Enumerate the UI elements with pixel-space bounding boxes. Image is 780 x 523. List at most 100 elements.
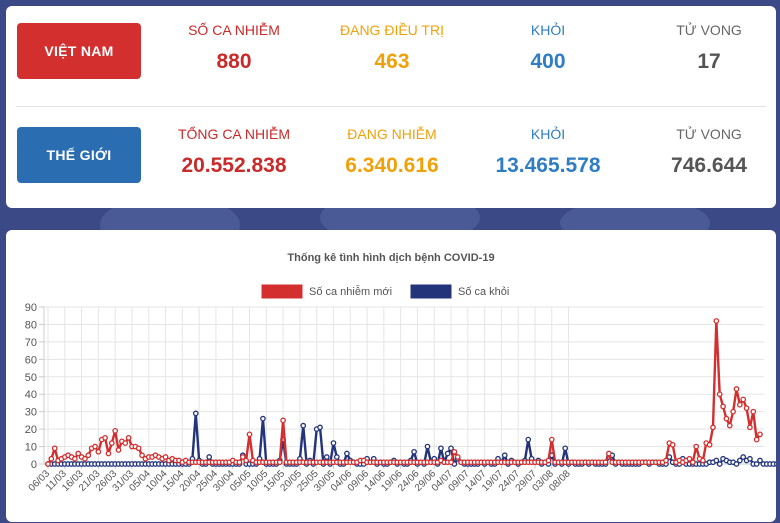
data-point: [72, 455, 78, 462]
data-point: [82, 455, 88, 462]
data-point: [747, 455, 753, 462]
data-point: [686, 455, 693, 462]
data-point: [236, 459, 243, 466]
data-point: [750, 408, 757, 415]
data-point: [706, 441, 713, 448]
world-recovered-stat: KHỎI 13.465.578: [473, 126, 623, 178]
chart-series: [45, 318, 780, 467]
data-point: [276, 459, 283, 466]
data-point: [192, 410, 199, 417]
data-point: [689, 459, 696, 466]
world-badge[interactable]: THẾ GIỚI: [17, 127, 141, 183]
data-point: [723, 415, 730, 422]
data-point: [454, 454, 461, 460]
data-point: [139, 452, 145, 459]
data-point: [740, 454, 747, 460]
data-point: [243, 457, 249, 464]
stats-divider: [16, 106, 766, 107]
stat-value: 463: [374, 50, 410, 73]
vietnam-row: VIỆT NAM SỐ CA NHIỄM 880 ĐANG ĐIỀU TRỊ 4…: [6, 6, 776, 102]
y-tick-label: 80: [25, 319, 37, 331]
y-tick-label: 90: [25, 302, 37, 314]
x-axis: 06/0311/0316/0321/0326/0331/0305/0410/04…: [27, 463, 764, 494]
data-point: [757, 457, 763, 464]
data-point: [720, 403, 726, 410]
data-point: [501, 452, 508, 459]
data-point: [716, 391, 723, 398]
data-point: [548, 436, 555, 443]
data-point: [448, 459, 454, 466]
data-point: [451, 448, 458, 455]
data-point: [122, 440, 129, 446]
data-point: [693, 443, 700, 450]
data-point: [51, 445, 58, 452]
data-point: [730, 408, 736, 415]
data-point: [733, 461, 740, 467]
stat-label: TỔNG CA NHIỄM: [177, 126, 290, 142]
data-point: [713, 457, 720, 464]
data-point: [85, 452, 92, 459]
data-point: [525, 436, 532, 443]
data-point: [444, 450, 451, 457]
y-tick-label: 20: [25, 424, 37, 436]
stat-value: 746.644: [671, 154, 747, 177]
data-point: [753, 436, 760, 443]
data-point: [700, 457, 706, 464]
y-tick-label: 30: [25, 407, 37, 419]
data-point: [115, 447, 122, 453]
vietnam-cases-stat: SỐ CA NHIỄM 880: [159, 22, 309, 74]
stat-value: 20.552.838: [181, 154, 287, 177]
stat-label: KHỎI: [530, 126, 566, 142]
chart-card: Thống kê tình hình dịch bệnh COVID-19 Số…: [6, 230, 780, 522]
series-line-new-cases: [46, 319, 762, 465]
stat-label: TỬ VONG: [676, 126, 742, 142]
chart-legend: Số ca nhiễm mới Số ca khỏi: [261, 284, 509, 299]
y-tick-label: 70: [25, 337, 37, 349]
data-point: [125, 434, 132, 441]
data-point: [669, 441, 676, 448]
y-tick-label: 10: [25, 442, 37, 454]
data-point: [48, 455, 55, 462]
data-point: [333, 454, 340, 460]
data-point: [424, 443, 431, 450]
data-point: [602, 459, 609, 466]
data-point: [747, 424, 753, 431]
data-point: [740, 396, 747, 403]
world-cases-stat: TỔNG CA NHIỄM 20.552.838: [159, 126, 309, 178]
data-point: [239, 454, 246, 460]
y-tick-label: 50: [25, 372, 37, 384]
covid-line-chart: Thống kê tình hình dịch bệnh COVID-19 Số…: [25, 252, 780, 494]
vietnam-recovered-stat: KHỎI 400: [473, 22, 623, 74]
data-point: [448, 445, 454, 452]
data-point: [206, 454, 213, 460]
data-point: [75, 450, 82, 457]
stats-panel: VIỆT NAM SỐ CA NHIỄM 880 ĐANG ĐIỀU TRỊ 4…: [6, 6, 776, 208]
y-tick-label: 0: [31, 459, 37, 471]
data-point: [663, 457, 669, 464]
data-point: [713, 318, 720, 324]
vietnam-deaths-stat: TỬ VONG 17: [634, 22, 780, 74]
data-point: [95, 448, 102, 455]
stat-label: KHỎI: [530, 22, 566, 38]
data-point: [92, 443, 98, 450]
data-point: [280, 417, 286, 424]
data-point: [112, 428, 119, 434]
y-tick-label: 40: [25, 389, 37, 401]
stat-value: 400: [530, 50, 566, 73]
data-point: [260, 415, 266, 422]
stat-value: 880: [216, 50, 252, 73]
legend-swatch: [410, 284, 452, 299]
data-point: [323, 454, 330, 460]
data-point: [606, 450, 612, 457]
data-point: [773, 461, 780, 467]
vietnam-badge[interactable]: VIỆT NAM: [17, 23, 141, 79]
stat-label: ĐANG NHIỄM: [347, 126, 437, 142]
data-point: [743, 405, 750, 412]
legend-label: Số ca khỏi: [458, 286, 509, 298]
y-tick-label: 60: [25, 354, 37, 366]
data-point: [726, 422, 733, 429]
data-point: [562, 445, 569, 452]
stat-label: SỐ CA NHIỄM: [188, 22, 280, 38]
data-point: [736, 457, 743, 464]
stat-label: TỬ VONG: [676, 22, 742, 38]
